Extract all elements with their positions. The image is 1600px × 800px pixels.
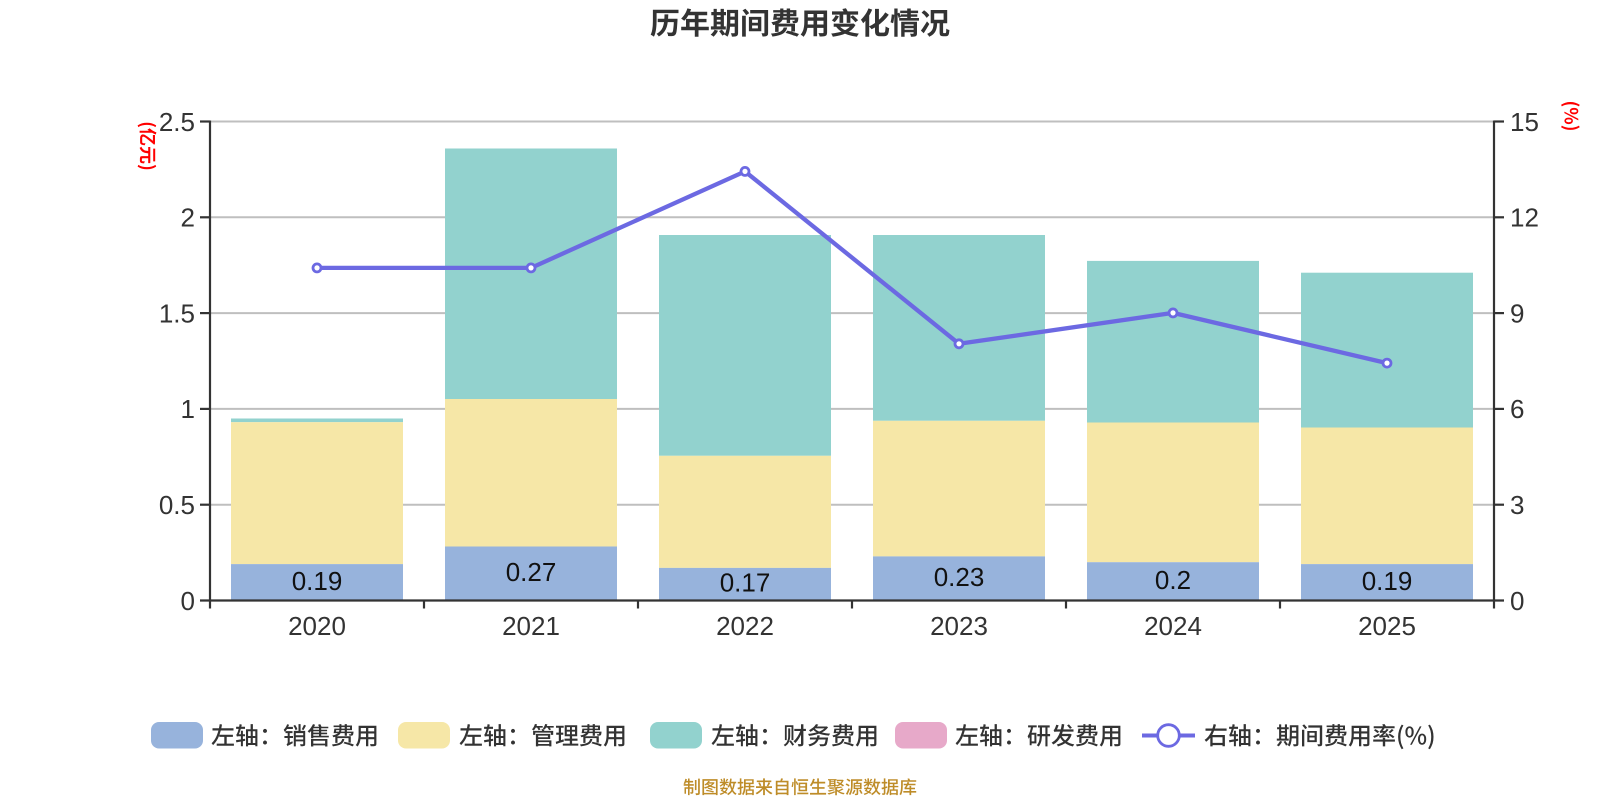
svg-text:2020: 2020: [288, 611, 346, 641]
svg-text:0.19: 0.19: [1362, 566, 1413, 596]
svg-text:1.5: 1.5: [159, 298, 195, 328]
svg-text:0: 0: [181, 586, 195, 616]
svg-text:2: 2: [181, 203, 195, 233]
svg-text:12: 12: [1510, 203, 1539, 233]
svg-text:0: 0: [1510, 586, 1524, 616]
svg-text:0.23: 0.23: [934, 562, 985, 592]
svg-text:2.5: 2.5: [159, 107, 195, 137]
svg-text:0.19: 0.19: [292, 566, 343, 596]
svg-text:2023: 2023: [930, 611, 988, 641]
svg-text:0.5: 0.5: [159, 490, 195, 520]
svg-text:15: 15: [1510, 107, 1539, 137]
svg-text:2024: 2024: [1144, 611, 1202, 641]
svg-text:0.2: 0.2: [1155, 565, 1191, 595]
svg-text:0.27: 0.27: [506, 557, 557, 587]
svg-text:6: 6: [1510, 394, 1524, 424]
svg-text:9: 9: [1510, 298, 1524, 328]
svg-text:2022: 2022: [716, 611, 774, 641]
svg-text:3: 3: [1510, 490, 1524, 520]
svg-text:2021: 2021: [502, 611, 560, 641]
svg-text:0.17: 0.17: [720, 568, 771, 598]
svg-text:1: 1: [181, 394, 195, 424]
svg-text:2025: 2025: [1358, 611, 1416, 641]
